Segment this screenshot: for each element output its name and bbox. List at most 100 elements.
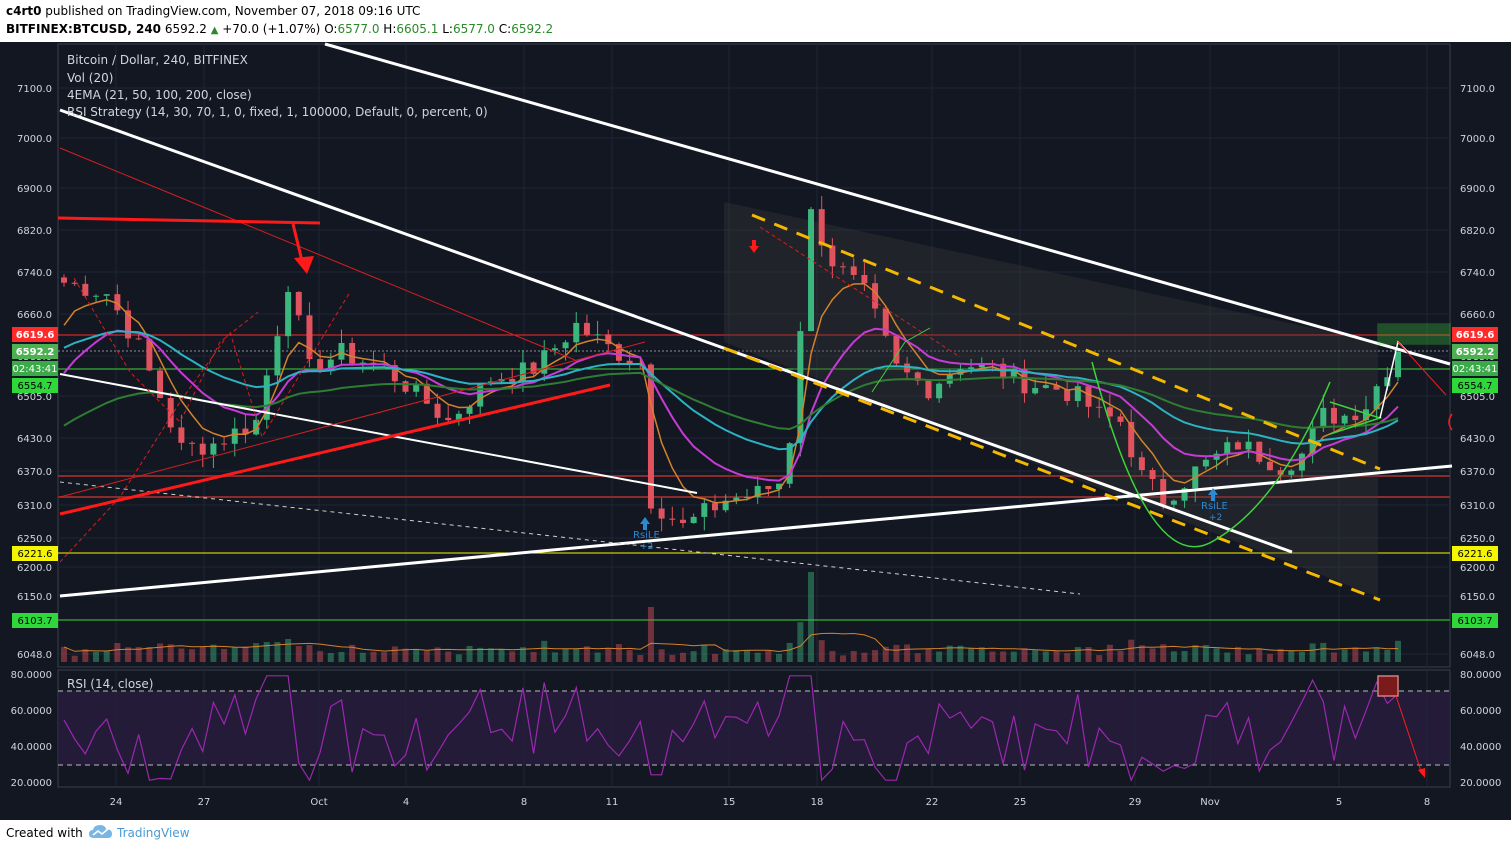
x-tick-label: 15	[723, 797, 736, 808]
y-tick-label: 6900.0	[17, 184, 52, 195]
red-bracket-mark	[1448, 413, 1453, 431]
volume-bar	[861, 652, 868, 662]
volume-bar	[82, 649, 89, 662]
rsi-tick-label: 40.0000	[1460, 742, 1501, 753]
volume-bar	[1202, 645, 1209, 662]
volume-bar	[402, 648, 409, 662]
red-dashed-zigzag	[59, 291, 351, 563]
rsi-axis-right: 80.0000 60.0000 40.0000 20.0000	[1460, 670, 1501, 789]
legend-volume[interactable]: Vol (20)	[67, 71, 113, 85]
candle-body	[509, 378, 516, 382]
candle-body	[306, 315, 313, 360]
candle-body	[327, 359, 334, 372]
candle-body	[1064, 389, 1071, 401]
candle-body	[1042, 385, 1049, 388]
open-label: O:	[324, 22, 338, 36]
candle-body	[978, 363, 985, 368]
volume-bar	[797, 622, 804, 662]
yellow-channel-top	[751, 213, 1381, 471]
signal-qty: +2	[1209, 513, 1222, 523]
candle-body	[82, 283, 89, 296]
rsi-axis-left: 80.0000 60.0000 40.0000 20.0000	[11, 670, 52, 789]
volume-bar	[968, 648, 975, 662]
candle-body	[530, 362, 537, 374]
candle-body	[562, 342, 569, 349]
price-chart[interactable]: 24 27 Oct 4 8 11 15 18 22 25 29 Nov 5 8 7100.0 7000.0 6…	[0, 42, 1511, 820]
y-tick-label: 6048.0	[17, 650, 52, 661]
volume-bar	[1245, 654, 1252, 662]
candle-body	[1234, 442, 1241, 450]
author-name[interactable]: c4rt0	[6, 4, 42, 18]
volume-bar	[1117, 650, 1124, 662]
candle-body	[1074, 386, 1081, 401]
y-tick-label: 6150.0	[17, 592, 52, 603]
left-tag-red: 6619.6	[12, 327, 58, 342]
svg-text:6103.7: 6103.7	[18, 616, 53, 627]
candle-body	[1202, 459, 1209, 467]
candle-body	[722, 500, 729, 511]
volume-bar	[466, 645, 473, 662]
candle-body	[1096, 406, 1103, 408]
volume-bar	[840, 655, 847, 662]
volume-bar	[573, 649, 580, 662]
volume-bar	[125, 647, 132, 662]
volume-bar	[658, 649, 665, 662]
candle-body	[1149, 470, 1156, 480]
candle-body	[1128, 421, 1135, 458]
y-tick-label: 7000.0	[17, 134, 52, 145]
tradingview-brand-link[interactable]: TradingView	[117, 826, 190, 840]
volume-bar	[1149, 648, 1156, 662]
volume-bar	[829, 651, 836, 662]
candle-body	[1138, 457, 1145, 471]
volume-bar	[391, 646, 398, 662]
x-tick-label: 29	[1129, 797, 1142, 808]
rsi-legend[interactable]: RSI (14, close)	[67, 677, 153, 691]
candle-body	[1032, 387, 1039, 394]
volume-bar	[872, 650, 879, 662]
candle-body	[189, 442, 196, 444]
volume-bar	[93, 651, 100, 662]
candle-body	[114, 294, 121, 311]
volume-bar	[338, 651, 345, 662]
y-tick-label: 6820.0	[17, 226, 52, 237]
y-tick-label: 6820.0	[1460, 226, 1495, 237]
sell-signal	[749, 240, 759, 253]
candle-body	[669, 518, 676, 520]
candle-body	[487, 381, 494, 384]
candle-body	[1384, 377, 1391, 387]
candle-body	[1320, 407, 1327, 428]
candle-body	[1085, 386, 1092, 407]
left-tag-green: 6554.7	[12, 378, 58, 393]
candle-body	[359, 362, 366, 364]
volume-bar	[1341, 649, 1348, 662]
volume-bar	[477, 647, 484, 662]
volume-bar	[711, 653, 718, 662]
volume-bar	[306, 645, 313, 662]
volume-bar	[808, 572, 815, 662]
volume-bar	[317, 651, 324, 662]
white-trendline-lower-channel	[59, 373, 698, 494]
candle-body	[744, 496, 751, 498]
volume-bar	[1085, 647, 1092, 662]
svg-text:02:43:41: 02:43:41	[13, 364, 58, 375]
candle-body	[679, 519, 686, 524]
volume-bar	[445, 651, 452, 662]
price-change: +70.0 (+1.07%)	[222, 22, 321, 36]
candle-body	[861, 274, 868, 284]
volume-bar	[519, 647, 526, 662]
volume-bar	[1320, 642, 1327, 662]
volume-bar	[381, 652, 388, 662]
svg-text:6554.7: 6554.7	[18, 381, 53, 392]
legend-strategy[interactable]: RSI Strategy (14, 30, 70, 1, 0, fixed, 1…	[67, 105, 488, 119]
green-zigzag	[871, 327, 931, 393]
y-tick-label: 6430.0	[1460, 434, 1495, 445]
y-tick-label: 6150.0	[1460, 592, 1495, 603]
legend-ema[interactable]: 4EMA (21, 50, 100, 200, close)	[67, 88, 252, 102]
tradingview-cloud-icon[interactable]	[88, 824, 114, 840]
candle-body	[840, 266, 847, 268]
candle-body	[701, 503, 708, 517]
candle-body	[93, 295, 100, 297]
yellow-channel-bottom	[723, 346, 1381, 602]
volume-bar	[1234, 646, 1241, 662]
candle-body	[1266, 461, 1273, 471]
